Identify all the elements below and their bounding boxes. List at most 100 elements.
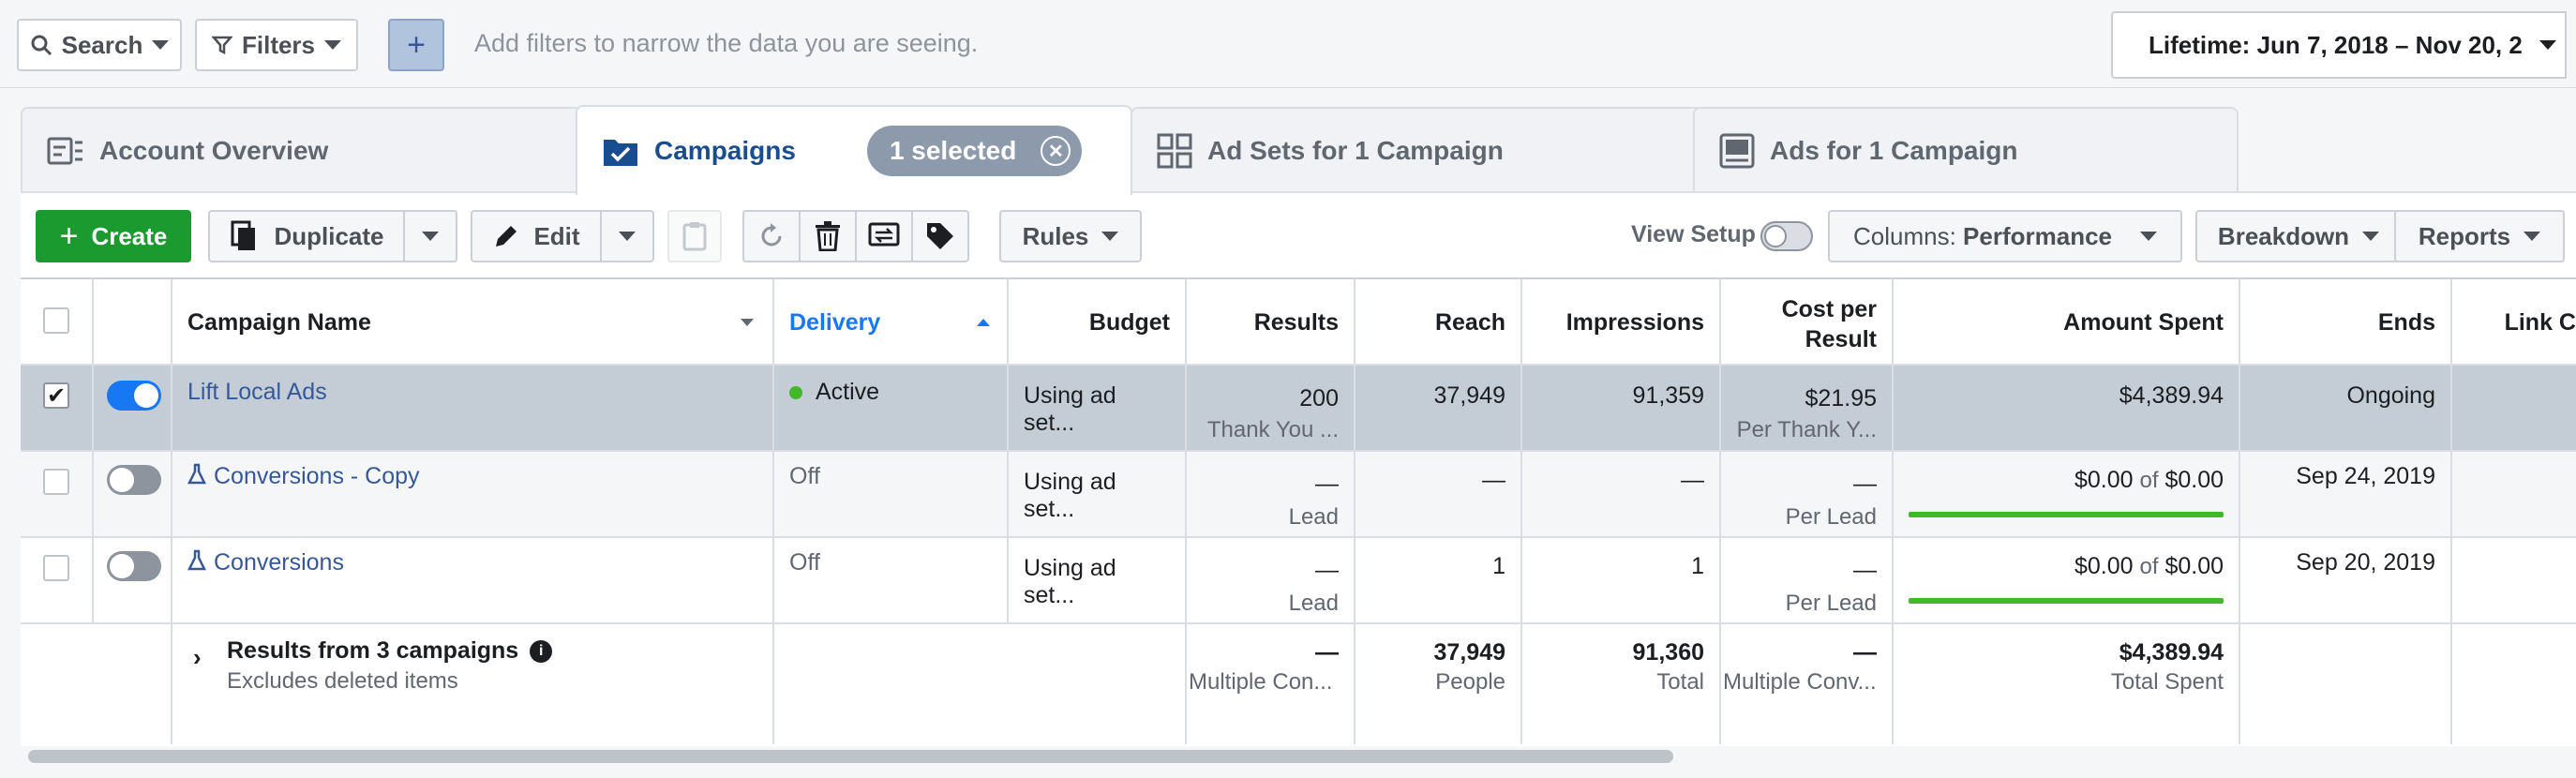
cost-value: —: [1853, 471, 1877, 497]
breakdown-button[interactable]: Breakdown: [2195, 210, 2402, 262]
duplicate-dropdown[interactable]: [403, 210, 457, 262]
row-toggle-cell: [94, 452, 172, 536]
summary-results-value: —: [1315, 639, 1339, 666]
column-header-ends[interactable]: Ends: [2240, 279, 2452, 364]
cost-type: Per Lead: [1785, 591, 1877, 616]
delivery-cell: Off: [774, 452, 1009, 536]
expand-chevron-icon[interactable]: ›: [193, 643, 202, 671]
amount-spent-value: $0.00: [2074, 553, 2134, 579]
spend-progress-bar: [1909, 598, 2224, 604]
summary-impressions-cell: 91,360 Total: [1522, 624, 1721, 744]
edit-label: Edit: [533, 221, 580, 250]
table-row[interactable]: Conversions Off Using ad set... — Lead 1…: [21, 538, 2576, 624]
cost-type: Per Lead: [1785, 504, 1877, 530]
amount-total-value: $0.00: [2164, 553, 2224, 579]
cost-type: Per Thank Y...: [1736, 417, 1877, 442]
campaign-toggle[interactable]: [107, 551, 161, 581]
table-row[interactable]: ✔ Lift Local Ads Active Using ad set... …: [21, 366, 2576, 452]
chevron-down-icon: [422, 232, 439, 241]
column-header-impressions[interactable]: Impressions: [1522, 279, 1721, 364]
ab-test-button[interactable]: [855, 210, 913, 262]
cost-value: $21.95: [1805, 385, 1877, 411]
duplicate-button[interactable]: Duplicate: [208, 210, 405, 262]
rules-button[interactable]: Rules: [999, 210, 1142, 262]
campaign-name-link[interactable]: Conversions - Copy: [214, 463, 420, 489]
tag-icon: [927, 223, 953, 249]
tab-campaigns[interactable]: Campaigns 1 selected ✕: [576, 105, 1132, 195]
sort-up-icon: [977, 319, 990, 326]
tag-button[interactable]: [911, 210, 969, 262]
campaign-toolbar: + Create Duplicate Edit Rules View Setup…: [21, 191, 2576, 277]
search-button[interactable]: Search: [17, 19, 182, 71]
column-header-cost-per-result[interactable]: Cost per Result: [1721, 279, 1894, 364]
column-header-campaign-name[interactable]: Campaign Name: [172, 279, 774, 364]
campaign-toggle[interactable]: [107, 465, 161, 495]
column-header-amount-spent[interactable]: Amount Spent: [1894, 279, 2240, 364]
columns-button[interactable]: Columns: Performance: [1828, 210, 2182, 262]
delete-button[interactable]: [799, 210, 857, 262]
refresh-button[interactable]: [742, 210, 801, 262]
row-checkbox[interactable]: [43, 469, 69, 495]
flask-icon: [187, 549, 207, 571]
pencil-icon: [496, 226, 517, 247]
summary-reach-unit: People: [1435, 669, 1505, 695]
tab-ads[interactable]: Ads for 1 Campaign: [1693, 107, 2239, 193]
campaign-name-link[interactable]: Lift Local Ads: [187, 379, 327, 405]
campaign-toggle[interactable]: [107, 381, 161, 411]
reports-button[interactable]: Reports: [2394, 210, 2565, 262]
column-header-results[interactable]: Results: [1187, 279, 1355, 364]
row-toggle-cell: [94, 538, 172, 622]
summary-amount-cell: $4,389.94 Total Spent: [1894, 624, 2240, 744]
row-checkbox[interactable]: ✔: [43, 382, 69, 409]
summary-amount-unit: Total Spent: [2110, 669, 2224, 695]
filter-hint: Add filters to narrow the data you are s…: [474, 29, 979, 57]
summary-title: Results from 3 campaigns: [227, 637, 519, 664]
create-button[interactable]: + Create: [36, 210, 191, 262]
column-header-link-clicks[interactable]: Link C: [2504, 309, 2576, 336]
horizontal-scrollbar[interactable]: [28, 750, 1673, 763]
cost-cell: $21.95 Per Thank Y...: [1721, 366, 1894, 450]
campaign-name-link[interactable]: Conversions: [214, 549, 344, 576]
tab-ad-sets[interactable]: Ad Sets for 1 Campaign: [1131, 107, 1714, 193]
summary-reach-value: 37,949: [1433, 639, 1505, 666]
plus-icon: +: [407, 26, 426, 63]
column-header-reach[interactable]: Reach: [1355, 279, 1522, 364]
filters-button[interactable]: Filters: [195, 19, 358, 71]
results-cell: — Lead: [1187, 538, 1355, 622]
delivery-status: Active: [816, 379, 880, 405]
summary-spacer: [21, 624, 94, 744]
row-checkbox[interactable]: [43, 555, 69, 581]
select-all-checkbox[interactable]: [43, 307, 69, 334]
column-header-budget[interactable]: Budget: [1009, 279, 1187, 364]
duplicate-label: Duplicate: [274, 221, 384, 250]
chevron-down-icon: [324, 40, 342, 50]
edit-dropdown[interactable]: [600, 210, 654, 262]
summary-reach-cell: 37,949 People: [1355, 624, 1522, 744]
duplicate-icon: [231, 220, 256, 250]
paste-button[interactable]: [667, 210, 722, 262]
clear-selection-icon[interactable]: ✕: [1041, 136, 1071, 166]
filter-bar: Search Filters + Add filters to narrow t…: [0, 0, 2576, 88]
budget-cell: Using ad set...: [1009, 452, 1187, 536]
campaigns-table: Campaign Name Delivery Budget Results Re…: [21, 277, 2576, 746]
amount-of-label: of: [2139, 554, 2159, 579]
summary-amount-value: $4,389.94: [2119, 639, 2224, 666]
column-header-delivery[interactable]: Delivery: [774, 279, 1009, 364]
view-setup-toggle[interactable]: [1760, 221, 1813, 251]
trash-icon: [816, 221, 840, 251]
results-type: Lead: [1288, 504, 1339, 530]
chevron-down-icon: [2539, 40, 2556, 50]
chevron-down-icon: [2140, 232, 2157, 241]
add-filter-button[interactable]: +: [388, 19, 444, 71]
cost-cell: — Per Lead: [1721, 538, 1894, 622]
column-header-label: Result: [1805, 326, 1877, 352]
results-type: Lead: [1288, 591, 1339, 616]
date-range-picker[interactable]: Lifetime: Jun 7, 2018 – Nov 20, 2: [2111, 11, 2567, 79]
table-row[interactable]: Conversions - Copy Off Using ad set... —…: [21, 452, 2576, 538]
info-icon[interactable]: i: [530, 639, 553, 663]
chevron-down-icon: [2362, 232, 2380, 241]
summary-spacer: [94, 624, 172, 744]
tab-account-overview[interactable]: Account Overview: [21, 107, 583, 193]
edit-button[interactable]: Edit: [471, 210, 602, 262]
selected-count-pill[interactable]: 1 selected ✕: [866, 126, 1083, 176]
